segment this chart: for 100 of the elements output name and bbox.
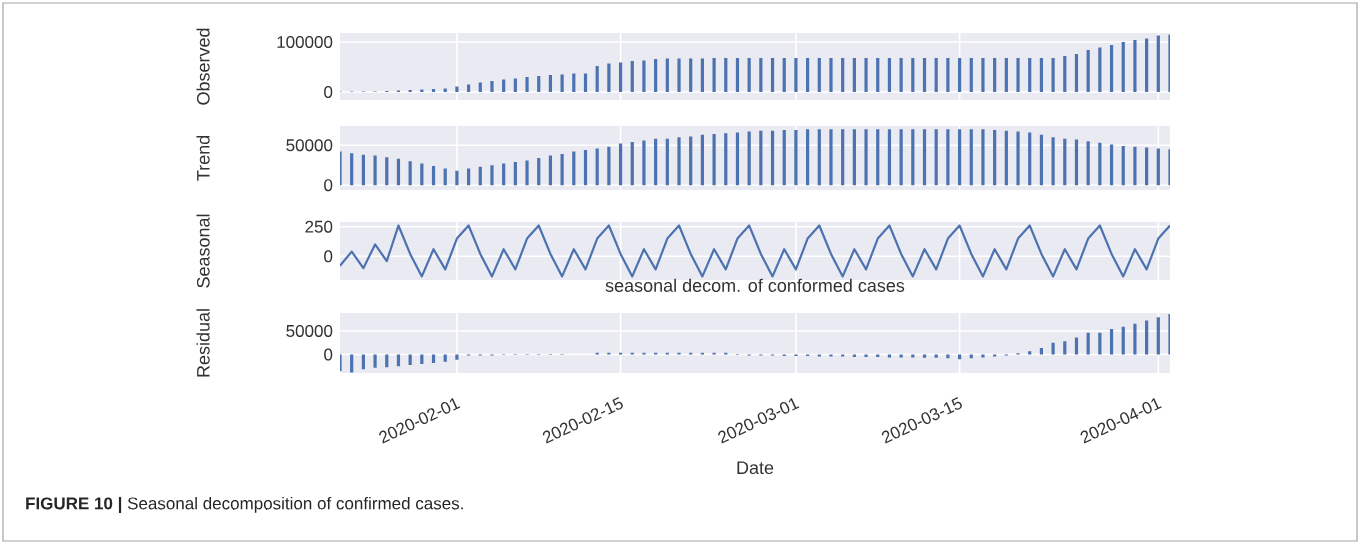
bar (1074, 53, 1079, 92)
bar (548, 155, 553, 186)
bar (876, 57, 880, 92)
bar (408, 89, 412, 92)
bar (490, 165, 494, 186)
bar (689, 136, 693, 186)
bar (513, 161, 517, 186)
bar (583, 73, 588, 92)
bar (583, 150, 588, 186)
bar (911, 129, 915, 186)
bar (806, 57, 810, 92)
bar (993, 129, 997, 186)
bar (1004, 57, 1008, 92)
bar (595, 65, 599, 92)
bar (654, 138, 658, 186)
text: FIGURE 10 | Seasonal decomposition of confirmed cases. (26, 496, 463, 514)
bar (478, 82, 482, 92)
bar (712, 133, 716, 186)
bar (1051, 342, 1055, 355)
bar (689, 58, 693, 92)
bar (922, 57, 927, 92)
bar (525, 160, 529, 186)
bar (770, 130, 775, 186)
bar (957, 129, 962, 186)
bar (1098, 332, 1102, 355)
bar (1109, 144, 1114, 186)
bar (361, 154, 365, 186)
bar (467, 84, 471, 92)
bar (1086, 141, 1090, 186)
bar (1028, 351, 1032, 355)
bar (1039, 134, 1044, 186)
bar (1051, 137, 1055, 186)
bar (1063, 138, 1067, 186)
bar (630, 60, 634, 92)
bar (560, 74, 564, 92)
bar (747, 131, 751, 186)
bar (1109, 329, 1114, 355)
bar (876, 129, 880, 186)
bar (864, 57, 868, 92)
bar (595, 148, 599, 186)
bar (1133, 323, 1137, 355)
bar (759, 130, 763, 186)
bar (817, 129, 821, 186)
bar (443, 354, 447, 362)
bar (478, 166, 482, 186)
bar (946, 57, 950, 92)
bar (455, 170, 459, 186)
bar (572, 151, 576, 186)
bar (1098, 142, 1102, 186)
bar (1109, 44, 1114, 92)
bar (630, 141, 634, 186)
bar (537, 157, 541, 186)
bar (607, 63, 611, 92)
bar (431, 88, 436, 92)
bar (420, 89, 424, 92)
bar (642, 60, 646, 92)
bar (957, 57, 962, 92)
y-tick-label: 50000 (286, 139, 333, 152)
bar (502, 163, 506, 186)
bar (1133, 39, 1137, 92)
bar (560, 153, 564, 186)
bar (654, 58, 658, 92)
bar (735, 132, 740, 186)
bar (408, 354, 412, 365)
bar (455, 86, 459, 92)
bar (899, 129, 903, 186)
bar (922, 129, 927, 186)
bar (1063, 55, 1067, 92)
bar (350, 354, 354, 373)
bar (1156, 148, 1160, 186)
bar (1028, 57, 1032, 92)
bar (1016, 131, 1020, 186)
bar (431, 165, 436, 186)
bar (841, 57, 845, 92)
bar (490, 80, 494, 92)
y-tick-label: 0 (324, 250, 333, 263)
bar (1098, 47, 1102, 92)
line-series (340, 224, 1170, 278)
bar (1004, 130, 1008, 186)
bar (572, 73, 576, 92)
bar (1074, 139, 1079, 186)
bar (420, 163, 424, 186)
bar (443, 88, 447, 92)
bar (852, 129, 856, 186)
bar (946, 129, 950, 186)
bar (864, 129, 868, 186)
bar (1145, 147, 1149, 186)
bar (887, 57, 892, 92)
bar (1039, 57, 1044, 92)
bar (911, 57, 915, 92)
bar (467, 168, 471, 186)
bar (537, 75, 541, 92)
bar (969, 57, 973, 92)
bar (396, 158, 401, 186)
bar (665, 58, 669, 92)
bar (455, 354, 459, 360)
bar (887, 129, 892, 186)
y-axis-title: Trend (196, 135, 210, 181)
bar (1063, 341, 1067, 355)
bar (852, 57, 856, 92)
